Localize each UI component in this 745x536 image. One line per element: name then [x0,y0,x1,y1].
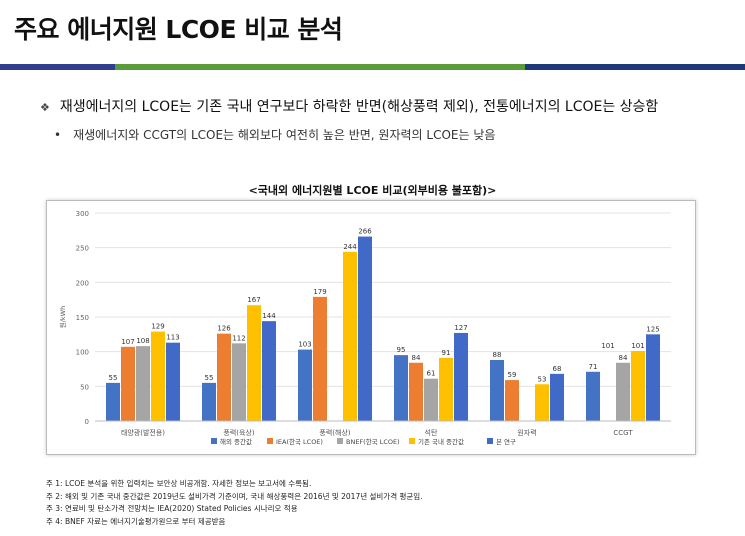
summary-bullet-2: • 재생에너지와 CCGT의 LCOE는 해외보다 여전히 높은 반면, 원자력의… [54,126,495,143]
bar [298,349,312,421]
data-label: 95 [397,346,406,354]
data-label: 167 [247,296,260,304]
data-label: 84 [619,354,628,362]
bar [505,380,519,421]
bar [136,346,150,421]
bar [394,355,408,421]
bar [247,305,261,421]
footnote-4: 주 4: BNEF 자료는 에너지기술평가원으로 부터 제공받음 [46,516,226,526]
bar [166,342,180,421]
data-label: 84 [412,354,421,362]
bar [550,373,564,421]
bar [616,362,630,421]
legend-swatch [409,438,415,444]
summary-bullet-2-text: 재생에너지와 CCGT의 LCOE는 해외보다 여전히 높은 반면, 원자력의 … [73,128,496,142]
data-label: 101 [631,342,644,350]
data-label: 61 [427,370,436,378]
data-label: 179 [313,288,326,296]
bar [262,321,276,421]
legend-swatch [267,438,273,444]
data-label: 101 [601,342,614,350]
y-tick-label: 250 [76,245,89,253]
x-tick-label: 원자력 [517,428,536,437]
data-label: 103 [298,341,311,349]
x-tick-label: 태양광(발전용) [121,428,165,437]
legend-label: 기존 국내 중간값 [418,437,464,446]
data-label: 71 [589,363,598,371]
bar [424,378,438,421]
diamond-bullet-icon: ❖ [40,101,50,114]
x-tick-label: 풍력(육상) [223,428,254,437]
lcoe-chart: 0 50 100 150 200 250 300 원/kWh 55 107 108 129 113 태양광… [46,200,696,455]
data-label: 112 [232,334,245,342]
x-tick-label: CCGT [613,429,633,437]
footnote-3: 주 3: 연료비 및 탄소가격 전망치는 IEA(2020) Stated Po… [46,504,298,513]
y-axis-label: 원/kWh [58,306,67,328]
legend-label: BNEF(한국 LCOE) [346,438,400,446]
data-label: 127 [454,324,467,332]
y-tick-label: 200 [76,279,89,287]
summary-bullet-1-text: 재생에너지의 LCOE는 기존 국내 연구보다 하락한 반면(해상풍력 제외),… [59,99,659,115]
bar [646,334,660,421]
data-label: 55 [109,374,118,382]
legend-swatch [337,438,343,444]
bar [454,332,468,421]
data-label: 126 [217,325,231,333]
data-label: 107 [121,338,134,346]
y-tick-label: 100 [76,349,89,357]
legend-label: IEA(한국 LCOE) [276,438,323,446]
data-label: 244 [343,243,357,251]
y-tick-label: 300 [76,210,89,218]
legend-label: 해외 중간값 [220,437,252,446]
bar [535,384,549,421]
data-label: 59 [508,371,517,379]
bar [106,382,120,421]
data-label: 88 [493,351,502,359]
legend-label: 본 연구 [496,438,516,446]
bar [121,346,135,421]
data-label: 129 [151,323,164,331]
footnote-2: 주 2: 해외 및 기존 국내 중간값은 2019년도 설비가격 기준이며, 국… [46,491,423,501]
chart-title: <국내외 에너지원별 LCOE 비교(외부비용 불포함)> [248,184,497,197]
bar [217,333,231,421]
dot-bullet-icon: • [54,128,62,142]
bar [343,251,357,421]
data-label: 68 [553,365,562,373]
bar [202,382,216,421]
bar [232,343,246,421]
data-label: 125 [646,325,659,333]
y-tick-label: 150 [76,314,89,322]
data-label: 53 [538,375,547,383]
bar [586,371,600,421]
data-label: 55 [205,374,214,382]
legend-swatch [487,438,493,444]
summary-bullet-1: ❖ 재생에너지의 LCOE는 기존 국내 연구보다 하락한 반면(해상풍력 제외)… [40,96,658,116]
x-tick-label: 풍력(해상) [319,428,350,437]
footnotes: 주 1: LCOE 분석을 위한 입력치는 보안상 비공개함. 자세한 정보는 … [46,478,423,528]
y-tick-label: 0 [85,418,89,426]
data-label: 144 [262,312,276,320]
y-tick-label: 50 [80,383,89,391]
bar [358,236,372,421]
bar [409,362,423,421]
bar [313,296,327,421]
title-divider [0,64,745,70]
bar [631,350,645,421]
bar [490,359,504,421]
data-label: 113 [166,334,179,342]
bar [151,331,165,421]
data-label: 108 [136,337,149,345]
footnote-1: 주 1: LCOE 분석을 위한 입력치는 보안상 비공개함. 자세한 정보는 … [46,479,312,488]
legend-swatch [211,438,217,444]
bar [439,357,453,421]
data-label: 91 [442,349,451,357]
page-title: 주요 에너지원 LCOE 비교 분석 [14,15,343,44]
x-tick-label: 석탄 [425,428,438,437]
data-label: 266 [358,228,372,236]
